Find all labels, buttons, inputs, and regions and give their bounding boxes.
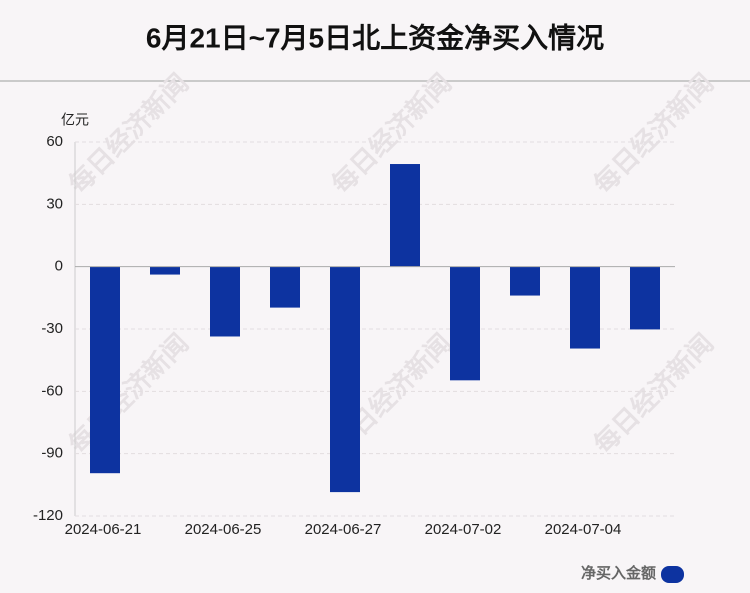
y-tick-label: 0 [55, 258, 63, 275]
y-tick-label: -60 [41, 382, 63, 399]
y-tick-label: 30 [46, 195, 63, 212]
y-tick-label: -90 [41, 445, 63, 462]
legend-label: 净买入金额 [581, 564, 656, 582]
y-unit: 亿元 [61, 112, 89, 128]
bar [390, 164, 420, 267]
y-tick-label: -30 [41, 320, 63, 337]
bar [450, 266, 480, 381]
bar [330, 266, 360, 493]
bar [90, 266, 120, 474]
chart-title: 6月21日~7月5日北上资金净买入情况 [146, 21, 604, 53]
x-tick-label: 2024-07-02 [425, 521, 502, 538]
x-tick-label: 2024-06-27 [305, 521, 382, 538]
legend-swatch [661, 566, 684, 583]
y-tick-label: 60 [46, 133, 63, 150]
bar [510, 266, 540, 296]
bar [210, 266, 240, 337]
bar [150, 266, 180, 275]
bar [570, 266, 600, 349]
y-tick-label: -120 [33, 507, 63, 524]
x-tick-label: 2024-07-04 [545, 521, 622, 538]
x-tick-label: 2024-06-21 [65, 521, 142, 538]
bar [630, 266, 660, 330]
bar [270, 266, 300, 308]
x-tick-label: 2024-06-25 [185, 521, 262, 538]
